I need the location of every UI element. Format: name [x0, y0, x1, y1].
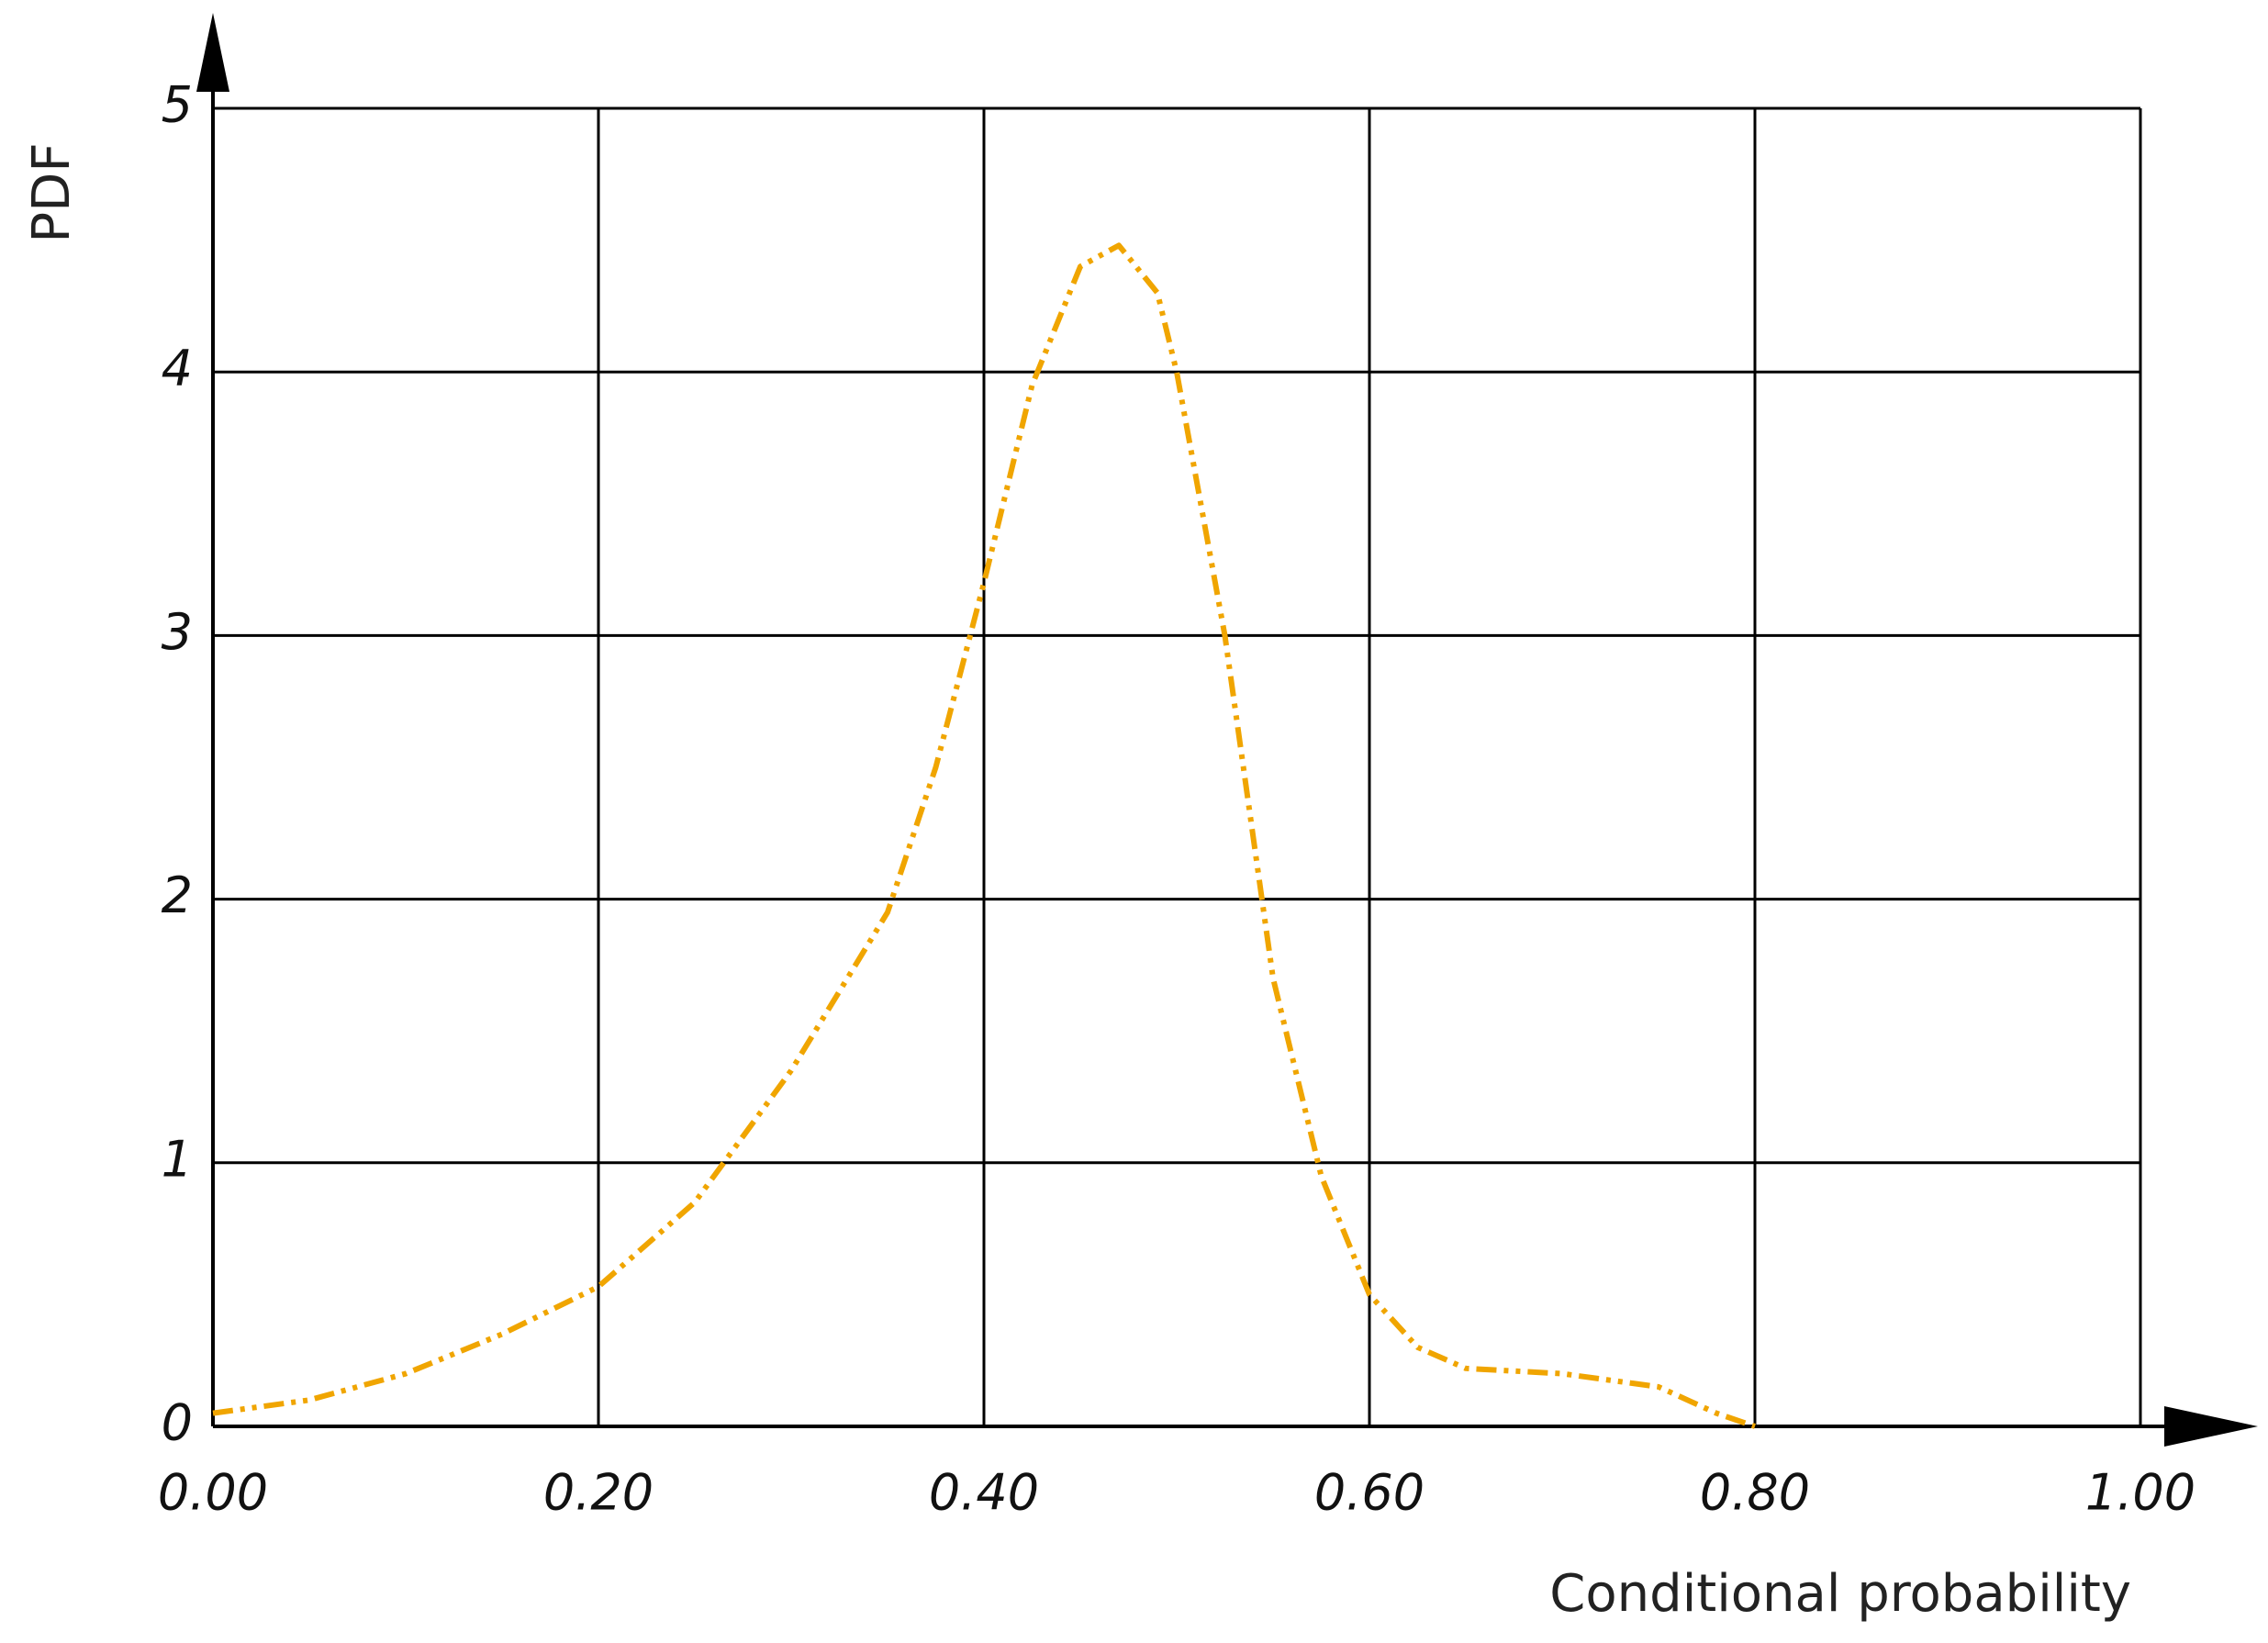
y-tick-label: 1 — [162, 1130, 193, 1188]
x-tick-label: 0.80 — [1700, 1464, 1810, 1522]
x-tick-label: 0.00 — [158, 1464, 268, 1522]
x-tick-label: 0.20 — [543, 1464, 654, 1522]
y-tick-label: 5 — [162, 76, 193, 134]
x-axis-arrow — [2164, 1406, 2258, 1447]
x-tick-label: 0.60 — [1314, 1464, 1424, 1522]
y-tick-label: 2 — [162, 866, 193, 924]
y-axis-label: PDF — [22, 142, 82, 242]
y-tick-label: 3 — [162, 603, 193, 661]
x-tick-label: 1.00 — [2085, 1464, 2195, 1522]
y-tick-label: 4 — [162, 340, 193, 397]
data-line — [212, 242, 1756, 1429]
y-tick-label: 0 — [162, 1394, 193, 1452]
x-tick-label: 0.40 — [929, 1464, 1039, 1522]
x-axis-label: Conditional probability — [1549, 1564, 2131, 1624]
y-axis-arrow — [196, 13, 229, 92]
